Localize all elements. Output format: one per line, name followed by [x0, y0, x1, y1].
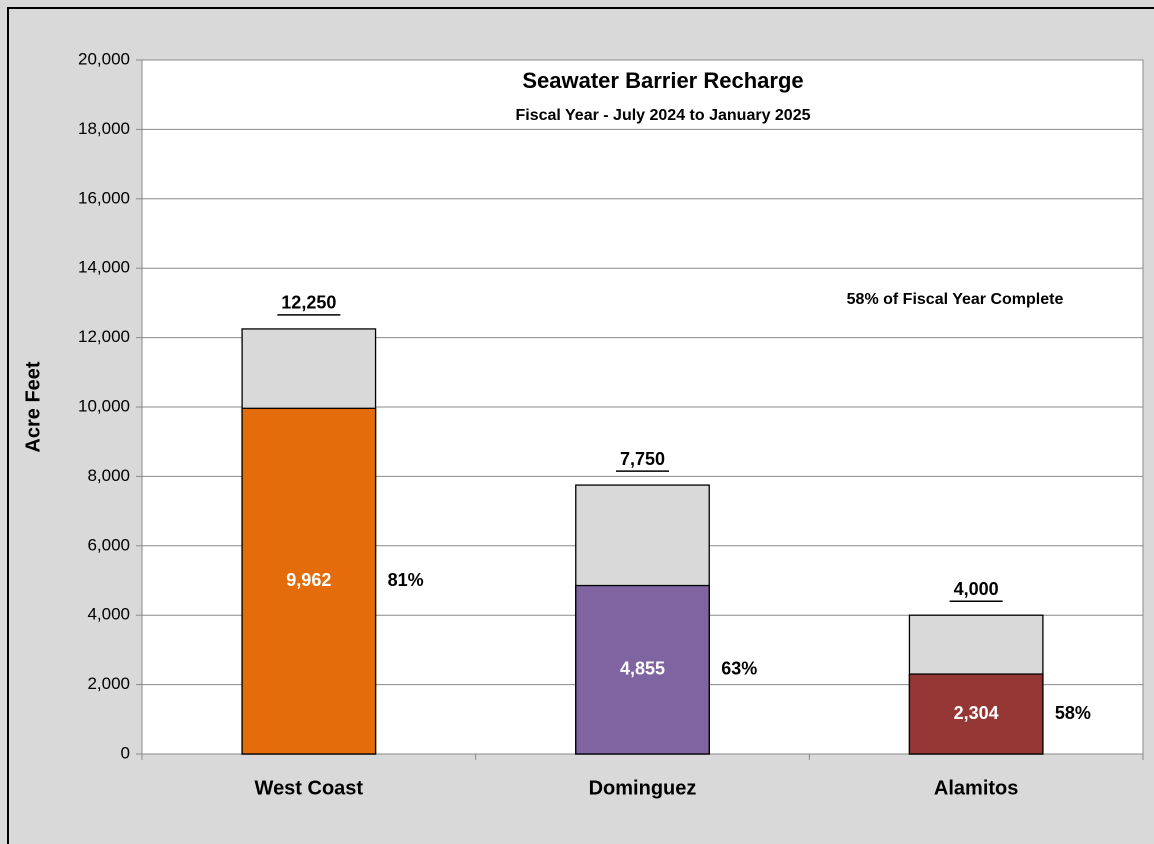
y-tick-label: 0 [121, 743, 130, 762]
y-tick-label: 16,000 [78, 188, 130, 207]
x-tick-label: Dominguez [589, 777, 697, 799]
y-axis-label: Acre Feet [22, 361, 44, 452]
x-tick-label: West Coast [255, 777, 364, 799]
y-tick-label: 18,000 [78, 119, 130, 138]
percent-label: 58% [1055, 703, 1091, 723]
value-label: 4,855 [620, 659, 665, 679]
value-label: 9,962 [286, 570, 331, 590]
annotation: 58% of Fiscal Year Complete [847, 291, 1064, 308]
total-label: 12,250 [281, 293, 336, 313]
y-tick-label: 12,000 [78, 327, 130, 346]
bar [908, 673, 1044, 755]
total-label: 4,000 [954, 579, 999, 599]
bar [241, 407, 377, 755]
value-label: 2,304 [954, 703, 999, 723]
chart-subtitle: Fiscal Year - July 2024 to January 2025 [516, 107, 811, 124]
frame [7, 7, 1154, 844]
percent-label: 81% [388, 570, 424, 590]
y-tick-label: 10,000 [78, 396, 130, 415]
y-tick-label: 2,000 [87, 674, 130, 693]
y-tick-label: 4,000 [87, 605, 130, 624]
y-tick-label: 14,000 [78, 258, 130, 277]
x-tick-label: Alamitos [934, 777, 1018, 799]
total-label: 7,750 [620, 449, 665, 469]
y-tick-label: 8,000 [87, 466, 130, 485]
chart-title: Seawater Barrier Recharge [522, 68, 803, 93]
y-tick-label: 20,000 [78, 49, 130, 68]
percent-label: 63% [721, 659, 757, 679]
bar [575, 584, 710, 755]
y-tick-label: 6,000 [87, 535, 130, 554]
